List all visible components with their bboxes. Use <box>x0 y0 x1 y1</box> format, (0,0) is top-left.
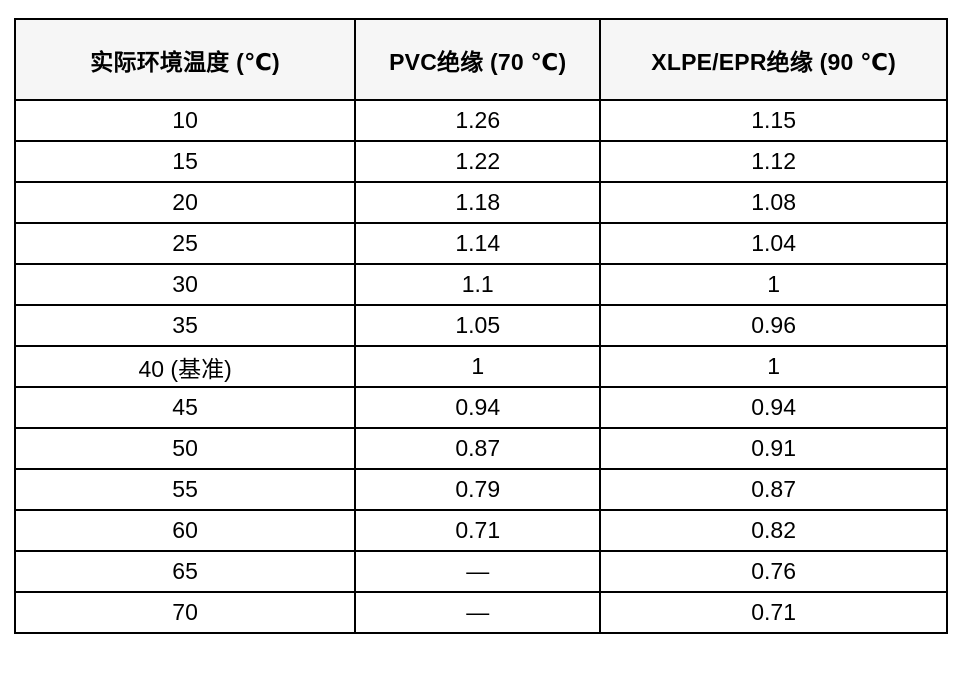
temperature-correction-table: 实际环境温度 (℃) PVC绝缘 (70 ℃) XLPE/EPR绝缘 (90 ℃… <box>13 18 948 634</box>
temperature-cell: 10 <box>13 99 357 142</box>
temperature-cell: 30 <box>13 263 357 306</box>
xlpe-factor-cell: 1.04 <box>599 222 948 265</box>
pvc-factor-cell: 0.94 <box>354 386 602 429</box>
xlpe-factor-cell: 0.94 <box>599 386 948 429</box>
xlpe-factor-cell: 0.82 <box>599 509 948 552</box>
xlpe-factor-cell: 1.12 <box>599 140 948 183</box>
temperature-cell: 50 <box>13 427 357 470</box>
pvc-factor-cell: 1.14 <box>354 222 602 265</box>
table-body: 10 1.26 1.15 15 1.22 1.12 20 1.18 1.08 25 1.14 1.04… <box>13 99 948 634</box>
table-row: 15 1.22 1.12 <box>13 140 948 183</box>
xlpe-factor-cell: 1 <box>599 345 948 388</box>
table-row: 40 (基准) 1 1 <box>13 345 948 388</box>
table-row: 20 1.18 1.08 <box>13 181 948 224</box>
xlpe-factor-cell: 0.76 <box>599 550 948 593</box>
table-row: 50 0.87 0.91 <box>13 427 948 470</box>
temperature-cell: 45 <box>13 386 357 429</box>
table-row: 70—0.71 <box>13 591 948 634</box>
temperature-cell: 65 <box>13 550 357 593</box>
temperature-cell: 35 <box>13 304 357 347</box>
xlpe-factor-cell: 1.08 <box>599 181 948 224</box>
pvc-factor-cell: 0.71 <box>354 509 602 552</box>
xlpe-factor-cell: 0.91 <box>599 427 948 470</box>
temperature-cell: 25 <box>13 222 357 265</box>
table-row: 55 0.79 0.87 <box>13 468 948 511</box>
pvc-factor-cell: 1.1 <box>354 263 602 306</box>
column-header-xlpe-epr-insulation: XLPE/EPR绝缘 (90 ℃) <box>599 18 948 101</box>
pvc-factor-cell: 1.18 <box>354 181 602 224</box>
column-header-ambient-temperature: 实际环境温度 (℃) <box>13 18 357 101</box>
table-row: 60 0.71 0.82 <box>13 509 948 552</box>
table-header: 实际环境温度 (℃) PVC绝缘 (70 ℃) XLPE/EPR绝缘 (90 ℃… <box>13 18 948 101</box>
xlpe-factor-cell: 1 <box>599 263 948 306</box>
table-row: 65—0.76 <box>13 550 948 593</box>
table-row: 35 1.05 0.96 <box>13 304 948 347</box>
table-row: 45 0.94 0.94 <box>13 386 948 429</box>
temperature-cell: 15 <box>13 140 357 183</box>
pvc-factor-cell: 1.26 <box>354 99 602 142</box>
table-header-row: 实际环境温度 (℃) PVC绝缘 (70 ℃) XLPE/EPR绝缘 (90 ℃… <box>13 18 948 101</box>
pvc-factor-cell: — <box>354 550 602 593</box>
temperature-cell: 55 <box>13 468 357 511</box>
temperature-cell: 60 <box>13 509 357 552</box>
pvc-factor-cell: 1.05 <box>354 304 602 347</box>
xlpe-factor-cell: 0.71 <box>599 591 948 634</box>
temperature-cell: 70 <box>13 591 357 634</box>
pvc-factor-cell: 1 <box>354 345 602 388</box>
xlpe-factor-cell: 1.15 <box>599 99 948 142</box>
temperature-cell: 40 (基准) <box>13 345 357 388</box>
xlpe-factor-cell: 0.87 <box>599 468 948 511</box>
pvc-factor-cell: 0.79 <box>354 468 602 511</box>
xlpe-factor-cell: 0.96 <box>599 304 948 347</box>
table-row: 30 1.1 1 <box>13 263 948 306</box>
column-header-pvc-insulation: PVC绝缘 (70 ℃) <box>354 18 602 101</box>
pvc-factor-cell: — <box>354 591 602 634</box>
pvc-factor-cell: 0.87 <box>354 427 602 470</box>
table-row: 10 1.26 1.15 <box>13 99 948 142</box>
pvc-factor-cell: 1.22 <box>354 140 602 183</box>
table-row: 25 1.14 1.04 <box>13 222 948 265</box>
temperature-cell: 20 <box>13 181 357 224</box>
